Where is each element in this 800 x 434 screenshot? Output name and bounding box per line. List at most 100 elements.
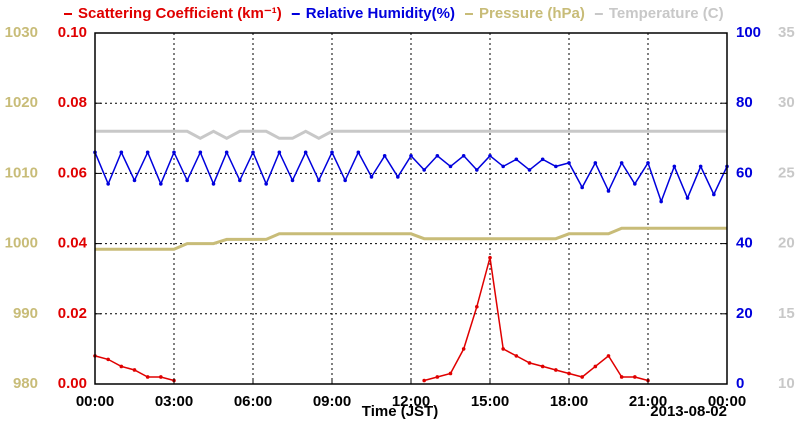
data-point — [527, 361, 532, 365]
data-point — [633, 375, 637, 379]
series-line — [94, 257, 649, 382]
date-label: 2013-08-02 — [650, 403, 727, 420]
data-point — [475, 304, 479, 309]
data-point — [185, 178, 189, 183]
x-tick-label: 00:00 — [708, 393, 746, 410]
data-point — [409, 154, 413, 158]
y-tick-label: 980 — [13, 375, 38, 392]
data-point — [619, 161, 624, 165]
y-tick-label: 0.10 — [58, 24, 87, 41]
data-point — [396, 175, 400, 179]
y-tick-label: 100 — [736, 24, 761, 41]
y-tick-label: 15 — [778, 305, 795, 322]
y-tick-label: 0 — [736, 375, 744, 392]
data-point — [633, 182, 637, 186]
x-tick-label: 06:00 — [234, 393, 272, 410]
y-tick-label: 0.08 — [58, 94, 87, 111]
data-point — [659, 199, 663, 204]
x-axis-label: Time (JST) — [362, 403, 438, 420]
data-point — [685, 196, 690, 200]
y-tick-label: 990 — [13, 305, 38, 322]
y-tick-label: 20 — [778, 235, 795, 252]
data-point — [330, 150, 334, 155]
data-point — [119, 150, 124, 155]
x-tick-label: 09:00 — [313, 393, 351, 410]
data-point — [435, 375, 440, 379]
data-point — [712, 192, 716, 197]
data-point — [540, 157, 545, 162]
data-point — [540, 364, 545, 369]
y-tick-label: 40 — [736, 235, 753, 252]
data-point — [422, 378, 426, 383]
data-point — [448, 164, 453, 169]
data-point — [277, 150, 282, 155]
data-point — [238, 178, 242, 183]
data-point — [501, 347, 505, 351]
data-point — [527, 168, 532, 172]
x-tick-label: 03:00 — [155, 393, 193, 410]
data-point — [554, 368, 558, 372]
data-point — [435, 154, 440, 158]
data-point — [106, 357, 110, 362]
series-line — [95, 129, 727, 140]
data-point — [132, 178, 137, 183]
data-point — [567, 161, 571, 165]
data-point — [475, 168, 479, 172]
data-point — [159, 182, 163, 186]
legend-label: Pressure (hPa) — [479, 5, 585, 22]
y-tick-label: 25 — [778, 164, 795, 181]
data-point — [119, 364, 124, 369]
x-tick-label: 00:00 — [76, 393, 114, 410]
y-tick-label: 1020 — [5, 94, 38, 111]
y-tick-label: 20 — [736, 305, 753, 322]
data-point — [382, 154, 387, 158]
data-point — [619, 375, 624, 379]
data-point — [198, 150, 203, 155]
data-point — [501, 164, 505, 169]
data-point — [422, 168, 426, 172]
y-tick-label: 0.04 — [58, 235, 88, 252]
data-point — [159, 375, 163, 379]
y-tick-label: 35 — [778, 24, 795, 41]
data-point — [290, 178, 295, 183]
data-point — [488, 255, 492, 260]
data-point — [448, 371, 453, 376]
series-line — [95, 226, 727, 251]
x-tick-label: 15:00 — [471, 393, 509, 410]
data-point — [514, 354, 519, 358]
data-point — [369, 175, 374, 179]
data-point — [303, 150, 308, 155]
data-point — [580, 375, 584, 379]
data-point — [593, 364, 598, 369]
legend-label: Relative Humidity(%) — [306, 5, 455, 22]
x-tick-label: 21:00 — [629, 393, 667, 410]
data-point — [356, 150, 361, 155]
data-point — [606, 354, 611, 358]
data-point — [224, 150, 229, 155]
data-point — [145, 150, 150, 155]
data-point — [461, 154, 466, 158]
data-point — [593, 161, 598, 165]
data-point — [106, 182, 110, 186]
legend-label: Temperature (C) — [609, 5, 724, 22]
data-point — [646, 161, 650, 165]
legend-label: Scattering Coefficient (km⁻¹) — [78, 5, 282, 22]
y-tick-label: 0.06 — [58, 164, 87, 181]
y-tick-label: 1030 — [5, 24, 38, 41]
y-tick-label: 30 — [778, 94, 795, 111]
data-point — [132, 368, 137, 372]
data-point — [172, 150, 176, 155]
y-tick-label: 0.02 — [58, 305, 87, 322]
data-point — [343, 178, 347, 183]
data-point — [317, 178, 321, 183]
data-point — [461, 347, 466, 351]
data-point — [698, 164, 703, 169]
y-tick-label: 80 — [736, 94, 753, 111]
data-point — [567, 371, 571, 376]
y-tick-label: 10 — [778, 375, 795, 392]
y-tick-label: 60 — [736, 164, 753, 181]
y-tick-label: 1010 — [5, 164, 38, 181]
data-point — [554, 164, 558, 169]
data-point — [514, 157, 519, 162]
